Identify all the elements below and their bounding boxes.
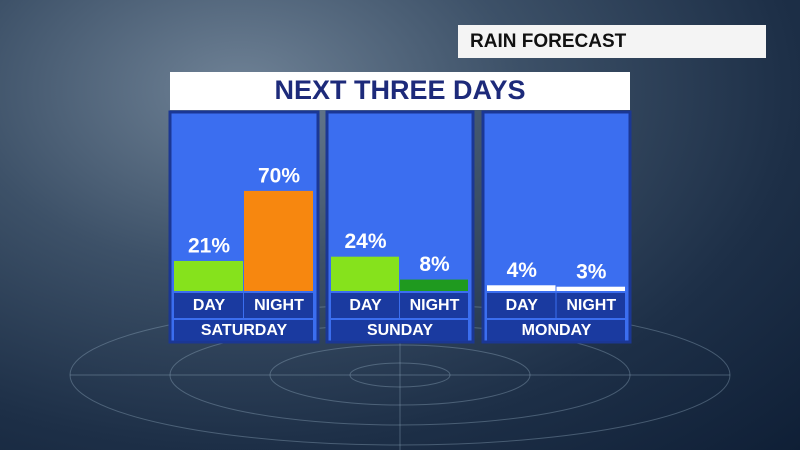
- category-cell: [331, 293, 399, 318]
- category-cell: [556, 293, 625, 318]
- value-label: 70%: [258, 164, 300, 187]
- value-label: 4%: [507, 259, 538, 282]
- bar: [556, 286, 625, 291]
- bar: [487, 285, 556, 291]
- title: NEXT THREE DAYS: [274, 75, 525, 105]
- category-label: NIGHT: [254, 297, 304, 314]
- category-label: NIGHT: [566, 297, 616, 314]
- category-label: DAY: [349, 297, 382, 314]
- value-label: 3%: [576, 260, 607, 283]
- day-label: MONDAY: [522, 322, 592, 339]
- day-cell: [487, 320, 625, 341]
- day-label: SATURDAY: [201, 322, 288, 339]
- bar: [400, 279, 468, 291]
- day-cell: [174, 320, 313, 341]
- bar: [244, 190, 313, 291]
- value-label: 21%: [188, 235, 230, 258]
- category-cell: [244, 293, 313, 318]
- title-box: [170, 72, 630, 110]
- header-box: [458, 25, 766, 58]
- category-cell: [174, 293, 243, 318]
- charts: 21% DAY 70% NIGHT SATURDAY 24% DAY 8% NIGHT SUNDA…: [168, 110, 632, 344]
- day-label: SUNDAY: [367, 322, 433, 339]
- bar: [174, 260, 243, 291]
- value-label: 8%: [419, 253, 450, 276]
- bar: [331, 256, 399, 291]
- category-cell: [487, 293, 556, 318]
- header: RAIN FORECAST: [470, 31, 627, 52]
- value-label: 24%: [344, 230, 386, 253]
- category-label: DAY: [193, 297, 226, 314]
- category-label: DAY: [506, 297, 539, 314]
- category-cell: [400, 293, 468, 318]
- category-label: NIGHT: [410, 297, 460, 314]
- day-cell: [331, 320, 468, 341]
